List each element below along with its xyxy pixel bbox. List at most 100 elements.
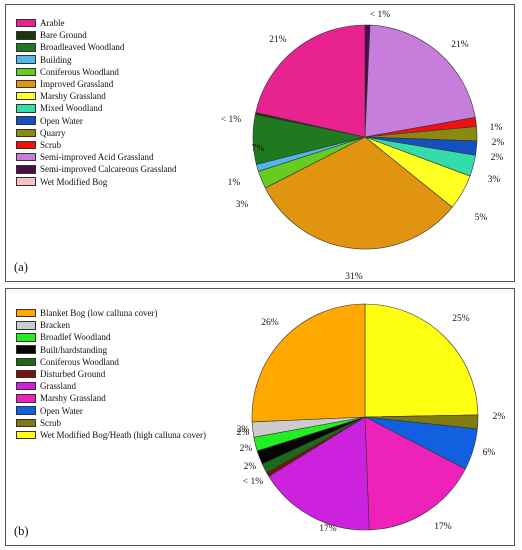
legend-item-scrub: Scrub bbox=[16, 139, 176, 151]
data-label-marshy-grassland: 5% bbox=[475, 213, 488, 223]
legend-swatch bbox=[16, 321, 36, 330]
legend-label: Grassland bbox=[40, 381, 76, 392]
legend-swatch bbox=[16, 406, 36, 415]
legend-swatch bbox=[16, 418, 36, 428]
legend-label: Marshy Grassland bbox=[40, 91, 106, 102]
data-label-semi-improved-calcareous-grassland: < 1% bbox=[370, 10, 390, 20]
data-label-scrub: 2% bbox=[493, 412, 506, 422]
legend-item-broadleaved-woodland: Broadleaved Woodland bbox=[16, 41, 176, 53]
legend: Blanket Bog (low calluna cover) Bracken Br… bbox=[16, 307, 206, 441]
legend-item-open-water: Open Water bbox=[16, 405, 206, 417]
pie-slice-semi-improved-acid-grassland bbox=[364, 24, 476, 138]
legend-swatch bbox=[16, 79, 36, 89]
data-label-semi-improved-acid-grassland: 21% bbox=[451, 40, 469, 50]
legend-label: Built/hardstanding bbox=[40, 344, 107, 355]
legend-item-bracken: Bracken bbox=[16, 319, 206, 331]
legend-label: Scrub bbox=[40, 417, 61, 428]
data-label-mixed-woodland: 3% bbox=[488, 175, 501, 185]
legend-swatch bbox=[16, 116, 36, 125]
legend-item-bare-ground: Bare Ground bbox=[16, 29, 176, 41]
data-label-building: 1% bbox=[228, 178, 241, 188]
legend-swatch bbox=[16, 357, 36, 367]
legend-swatch bbox=[16, 165, 36, 174]
legend-swatch bbox=[16, 18, 36, 28]
legend-label: Mixed Woodland bbox=[40, 103, 103, 114]
legend-swatch bbox=[16, 152, 36, 162]
data-label-open-water: 2% bbox=[491, 153, 504, 163]
legend-item-grassland: Grassland bbox=[16, 380, 206, 392]
data-label-scrub: 1% bbox=[490, 123, 503, 133]
data-label-disturbed-ground: < 1% bbox=[243, 477, 263, 487]
legend-swatch bbox=[16, 31, 36, 40]
data-label-arable: 21% bbox=[269, 35, 287, 45]
legend-item-coniferous-woodland: Coniferous Woodland bbox=[16, 356, 206, 368]
legend-item-coniferous-woodland: Coniferous Woodland bbox=[16, 66, 176, 78]
legend-swatch bbox=[16, 67, 36, 77]
data-label-coniferous-woodland: 2% bbox=[244, 462, 257, 472]
legend-label: Marshy Grassland bbox=[40, 393, 106, 404]
legend-item-disturbed-ground: Disturbed Ground bbox=[16, 368, 206, 380]
legend-item-arable: Arable bbox=[16, 17, 176, 29]
legend-swatch bbox=[16, 369, 36, 379]
data-label-bare-ground: < 1% bbox=[221, 115, 241, 125]
pie-slice-arable bbox=[255, 24, 366, 138]
pie-slice-grassland bbox=[268, 416, 370, 531]
legend-item-blanket-bog-low-calluna-cover: Blanket Bog (low calluna cover) bbox=[16, 307, 206, 319]
legend-item-semi-improved-calcareous-grassland: Semi-improved Calcareous Grassland bbox=[16, 163, 176, 175]
legend-swatch bbox=[16, 104, 36, 113]
data-label-built-hardstanding: 2% bbox=[240, 444, 253, 454]
legend-label: Arable bbox=[40, 18, 65, 29]
legend-swatch bbox=[16, 177, 36, 186]
pie-slice-blanket-bog-low-calluna-cover bbox=[251, 303, 366, 423]
legend-item-open-water: Open Water bbox=[16, 115, 176, 127]
legend-label: Building bbox=[40, 54, 72, 65]
panel-label: (b) bbox=[14, 524, 29, 538]
legend-item-scrub: Scrub bbox=[16, 417, 206, 429]
data-label-grassland: 17% bbox=[319, 524, 337, 534]
legend-label: Broadlef Woodland bbox=[40, 332, 111, 343]
legend-label: Semi-improved Acid Grassland bbox=[40, 152, 154, 163]
legend-swatch bbox=[16, 91, 36, 101]
data-label-broadlef-woodland: 2% bbox=[237, 428, 250, 438]
panel-label: (a) bbox=[14, 260, 28, 274]
data-label-wet-modified-bog-heath-high-calluna-cover: 25% bbox=[452, 314, 470, 324]
pie-chart: 25%2%6%17%17%< 1%2%2%2%2%26% bbox=[237, 303, 506, 534]
data-label-open-water: 6% bbox=[483, 448, 496, 458]
legend: Arable Bare Ground Broadleaved Woodland Bui… bbox=[16, 17, 176, 188]
chart-panel-b: Blanket Bog (low calluna cover) Bracken Br… bbox=[5, 288, 515, 546]
legend-item-semi-improved-acid-grassland: Semi-improved Acid Grassland bbox=[16, 151, 176, 163]
legend-swatch bbox=[16, 394, 36, 403]
legend-label: Wet Modified Bog/Heath (high calluna cov… bbox=[40, 429, 206, 440]
legend-item-marshy-grassland: Marshy Grassland bbox=[16, 392, 206, 404]
legend-swatch bbox=[16, 128, 36, 138]
legend-item-quarry: Quarry bbox=[16, 127, 176, 139]
legend-label: Semi-improved Calcareous Grassland bbox=[40, 164, 177, 175]
legend-swatch bbox=[16, 55, 36, 64]
legend-swatch bbox=[16, 345, 36, 354]
data-label-marshy-grassland: 17% bbox=[434, 522, 452, 532]
legend-item-built-hardstanding: Built/hardstanding bbox=[16, 344, 206, 356]
data-label-improved-grassland: 31% bbox=[345, 272, 363, 282]
legend-item-marshy-grassland: Marshy Grassland bbox=[16, 90, 176, 102]
legend-item-building: Building bbox=[16, 54, 176, 66]
legend-label: Coniferous Woodland bbox=[40, 66, 119, 77]
data-label-coniferous-woodland: 3% bbox=[236, 200, 249, 210]
legend-label: Improved Grassland bbox=[40, 79, 114, 90]
legend-item-wet-modified-bog: Wet Modified Bog bbox=[16, 175, 176, 187]
legend-label: Broadleaved Woodland bbox=[40, 42, 125, 53]
chart-panel-a: Arable Bare Ground Broadleaved Woodland Bui… bbox=[5, 4, 515, 282]
data-label-blanket-bog-low-calluna-cover: 26% bbox=[261, 318, 279, 328]
legend-item-improved-grassland: Improved Grassland bbox=[16, 78, 176, 90]
data-label-quarry: 2% bbox=[492, 138, 505, 148]
legend-swatch bbox=[16, 43, 36, 52]
legend-item-wet-modified-bog-heath-high-calluna-cover: Wet Modified Bog/Heath (high calluna cov… bbox=[16, 429, 206, 441]
data-label-bracken: 2% bbox=[237, 425, 250, 435]
legend-swatch bbox=[16, 308, 36, 318]
legend-label: Blanket Bog (low calluna cover) bbox=[40, 308, 158, 319]
legend-label: Disturbed Ground bbox=[40, 369, 106, 380]
legend-label: Open Water bbox=[40, 405, 83, 416]
legend-label: Wet Modified Bog bbox=[40, 176, 108, 187]
legend-label: Bracken bbox=[40, 320, 70, 331]
legend-label: Coniferous Woodland bbox=[40, 356, 119, 367]
pie-slice-marshy-grassland bbox=[364, 416, 466, 531]
